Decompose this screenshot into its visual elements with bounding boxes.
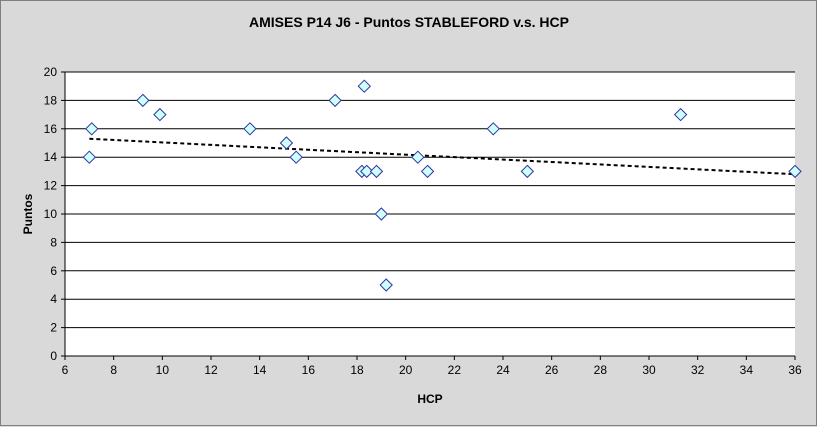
chart-title: AMISES P14 J6 - Puntos STABLEFORD v.s. H… [249, 14, 569, 30]
data-point [788, 164, 802, 179]
data-point [379, 278, 393, 292]
data-point [357, 79, 372, 93]
y-tick-label: 2 [50, 321, 57, 335]
y-tick-label: 18 [44, 93, 58, 107]
y-tick-label: 14 [44, 150, 58, 164]
x-tick-label: 26 [545, 363, 559, 377]
x-tick-label: 18 [350, 363, 364, 377]
data-point [279, 136, 294, 150]
data-point [420, 164, 435, 179]
x-tick-label: 34 [740, 363, 754, 377]
x-tick-label: 22 [448, 363, 462, 377]
trendline [89, 137, 796, 176]
x-tick-label: 12 [204, 363, 218, 377]
x-tick-label: 8 [110, 363, 117, 377]
x-tick-label: 32 [691, 363, 705, 377]
data-point [153, 107, 167, 122]
data-point [328, 93, 342, 108]
data-point [411, 150, 425, 164]
data-point [360, 164, 374, 179]
x-tick-label: 14 [253, 363, 267, 377]
y-tick-label: 10 [44, 207, 58, 221]
trendline-layer [89, 137, 796, 176]
data-points [82, 79, 802, 292]
x-tick-label: 36 [788, 363, 802, 377]
data-point [289, 150, 303, 164]
y-tick-label: 20 [44, 65, 58, 79]
y-tick-label: 16 [44, 122, 58, 136]
y-tick-label: 6 [50, 264, 57, 278]
x-tick-label: 24 [496, 363, 510, 377]
y-tick-label: 8 [50, 235, 57, 249]
x-tick-label: 30 [642, 363, 656, 377]
data-point [136, 93, 150, 108]
data-point [673, 107, 688, 122]
axes [61, 71, 796, 360]
y-tick-label: 12 [44, 179, 58, 193]
gridlines [65, 71, 795, 357]
data-point [369, 164, 384, 179]
y-axis-title: Puntos [21, 193, 35, 234]
x-tick-label: 16 [302, 363, 316, 377]
data-point [85, 122, 99, 136]
data-point [374, 207, 389, 221]
x-axis-title: HCP [417, 392, 442, 406]
y-tick-label: 4 [50, 292, 57, 306]
data-point [82, 150, 97, 164]
y-tick-label: 0 [50, 349, 57, 363]
data-point [486, 122, 500, 136]
x-tick-label: 20 [399, 363, 413, 377]
x-tick-label: 10 [156, 363, 170, 377]
x-tick-label: 28 [594, 363, 608, 377]
data-point [520, 164, 535, 179]
data-point [243, 122, 257, 136]
x-tick-label: 6 [62, 363, 69, 377]
